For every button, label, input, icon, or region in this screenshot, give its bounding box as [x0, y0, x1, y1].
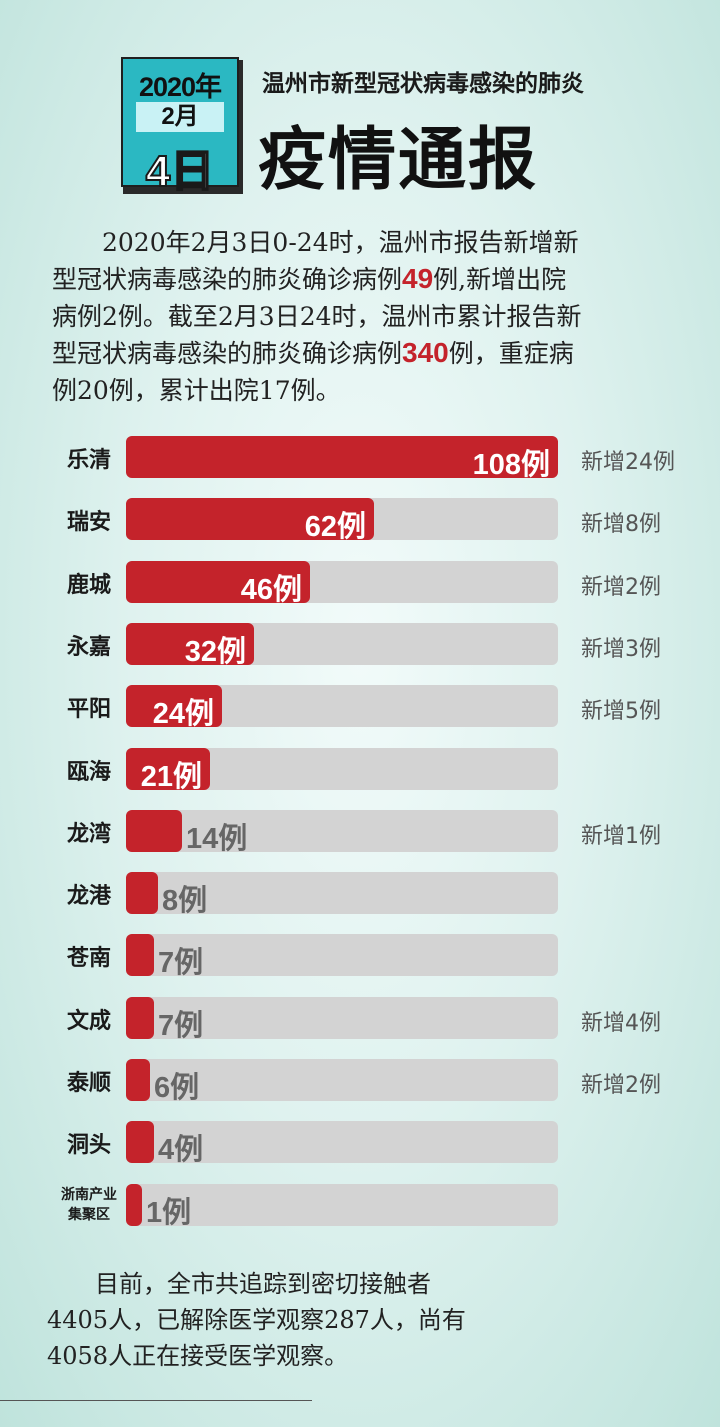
footer-line: 4058人正在接受医学观察。 — [47, 1342, 349, 1370]
bar — [126, 810, 182, 852]
date-year: 2020年 — [138, 72, 222, 102]
bar — [126, 1184, 142, 1226]
bar-track: 8例 — [126, 872, 558, 917]
bar-track: 14例 — [126, 810, 558, 855]
category-label: 龙港 — [67, 884, 112, 909]
intro-line: 病例2例。截至2月3日24时，温州市累计报告新 — [52, 302, 582, 331]
bar — [126, 1059, 150, 1101]
bar-track: 4例 — [126, 1121, 558, 1166]
footer-paragraph: 目前，全市共追踪到密切接触者 4405人，已解除医学观察287人，尚有 4058… — [47, 1266, 527, 1374]
date-day: 4日 — [145, 146, 215, 197]
bar — [126, 685, 222, 727]
bar — [126, 1121, 154, 1163]
value-label: 7例 — [158, 1010, 204, 1042]
category-label: 平阳 — [67, 697, 112, 722]
category-label: 鹿城 — [67, 573, 112, 598]
bar — [126, 872, 158, 914]
footer-line: 目前，全市共追踪到密切接触者 — [47, 1270, 431, 1298]
category-label: 永嘉 — [67, 635, 112, 660]
intro-text: 例,新增出院 — [433, 265, 567, 294]
category-label: 龙湾 — [67, 822, 112, 847]
category-label-line: 浙南产业 — [61, 1187, 117, 1203]
chart-row: 乐清 108例 新增24例 — [0, 436, 720, 481]
bar — [126, 498, 374, 540]
new-confirmed-count: 49 — [402, 263, 434, 294]
chart-row: 龙港 8例 — [0, 872, 720, 917]
chart-row: 文成 7例 新增4例 — [0, 997, 720, 1042]
chart-row: 浙南产业集聚区 1例 — [0, 1184, 720, 1229]
chart-row: 洞头 4例 — [0, 1121, 720, 1166]
date-month: 2月 — [136, 102, 224, 132]
bar-track: 62例 — [126, 498, 558, 543]
bar-track: 108例 — [126, 436, 558, 481]
intro-paragraph: 2020年2月3日0-24时，温州市报告新增新 型冠状病毒感染的肺炎确诊病例49… — [52, 224, 692, 409]
chart-row: 苍南 7例 — [0, 934, 720, 979]
bar-track: 7例 — [126, 934, 558, 979]
bar-track: 7例 — [126, 997, 558, 1042]
bar-track: 24例 — [126, 685, 558, 730]
category-label: 瓯海 — [67, 760, 112, 785]
value-label: 7例 — [158, 947, 204, 979]
new-cases-label: 新增2例 — [581, 575, 661, 600]
value-label: 6例 — [154, 1072, 200, 1104]
subtitle: 温州市新型冠状病毒感染的肺炎 — [262, 71, 584, 97]
chart-row: 鹿城 46例 新增2例 — [0, 561, 720, 606]
category-label: 文成 — [67, 1009, 112, 1034]
category-label: 浙南产业 集聚区 — [55, 1185, 123, 1225]
chart-row: 平阳 24例 新增5例 — [0, 685, 720, 730]
date-badge: 2020年 2月 4日 — [121, 57, 243, 197]
new-cases-label: 新增2例 — [581, 1073, 661, 1098]
value-label: 108例 — [472, 449, 550, 481]
category-label: 瑞安 — [67, 510, 112, 535]
intro-line: 型冠状病毒感染的肺炎确诊病例49例,新增出院 — [52, 261, 692, 298]
category-label: 苍南 — [67, 946, 112, 971]
page-title: 疫情通报 — [258, 121, 539, 200]
value-label: 14例 — [186, 823, 248, 855]
chart-row: 永嘉 32例 新增3例 — [0, 623, 720, 668]
new-cases-label: 新增5例 — [581, 699, 661, 724]
bar — [126, 934, 154, 976]
intro-text: 型冠状病毒感染的肺炎确诊病例 — [52, 265, 403, 294]
value-label: 46例 — [240, 574, 302, 606]
bar-track: 46例 — [126, 561, 558, 606]
intro-line: 2020年2月3日0-24时，温州市报告新增新 — [52, 228, 579, 257]
bar-track: 21例 — [126, 748, 558, 793]
intro-text: 例，重症病 — [448, 339, 574, 368]
intro-line: 型冠状病毒感染的肺炎确诊病例340例，重症病 — [52, 335, 692, 372]
category-label: 洞头 — [67, 1133, 112, 1158]
bar — [126, 748, 210, 790]
bar — [126, 561, 310, 603]
divider — [0, 1400, 312, 1401]
new-cases-label: 新增24例 — [581, 450, 675, 475]
chart-row: 瓯海 21例 — [0, 748, 720, 793]
chart-row: 瑞安 62例 新增8例 — [0, 498, 720, 543]
category-label-line: 集聚区 — [68, 1207, 110, 1223]
intro-text: 型冠状病毒感染的肺炎确诊病例 — [52, 339, 403, 368]
value-label: 8例 — [162, 885, 208, 917]
bar — [126, 997, 154, 1039]
value-label: 24例 — [152, 698, 214, 730]
new-cases-label: 新增1例 — [581, 824, 661, 849]
new-cases-label: 新增3例 — [581, 637, 661, 662]
value-label: 32例 — [184, 636, 246, 668]
bar — [126, 623, 254, 665]
bar — [126, 436, 558, 478]
intro-line: 例20例，累计出院17例。 — [52, 376, 341, 405]
bar-track: 32例 — [126, 623, 558, 668]
value-label: 21例 — [140, 761, 202, 793]
category-label: 泰顺 — [67, 1071, 112, 1096]
total-confirmed-count: 340 — [402, 337, 449, 368]
date-badge-face: 2020年 2月 4日 — [121, 57, 239, 197]
category-label: 乐清 — [67, 448, 112, 473]
value-label: 1例 — [146, 1197, 192, 1229]
bar-track: 1例 — [126, 1184, 558, 1229]
chart-row: 泰顺 6例 新增2例 — [0, 1059, 720, 1104]
new-cases-label: 新增8例 — [581, 512, 661, 537]
new-cases-label: 新增4例 — [581, 1011, 661, 1036]
footer-line: 4405人，已解除医学观察287人，尚有 — [47, 1306, 466, 1334]
bar-track: 6例 — [126, 1059, 558, 1104]
value-label: 62例 — [304, 511, 366, 543]
chart-row: 龙湾 14例 新增1例 — [0, 810, 720, 855]
value-label: 4例 — [158, 1134, 204, 1166]
